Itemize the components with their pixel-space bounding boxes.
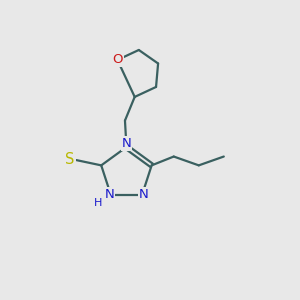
Text: O: O: [112, 53, 123, 66]
Text: N: N: [104, 188, 114, 202]
Text: H: H: [93, 198, 102, 208]
Text: N: N: [139, 188, 148, 202]
Text: S: S: [65, 152, 74, 167]
Text: N: N: [122, 137, 131, 150]
